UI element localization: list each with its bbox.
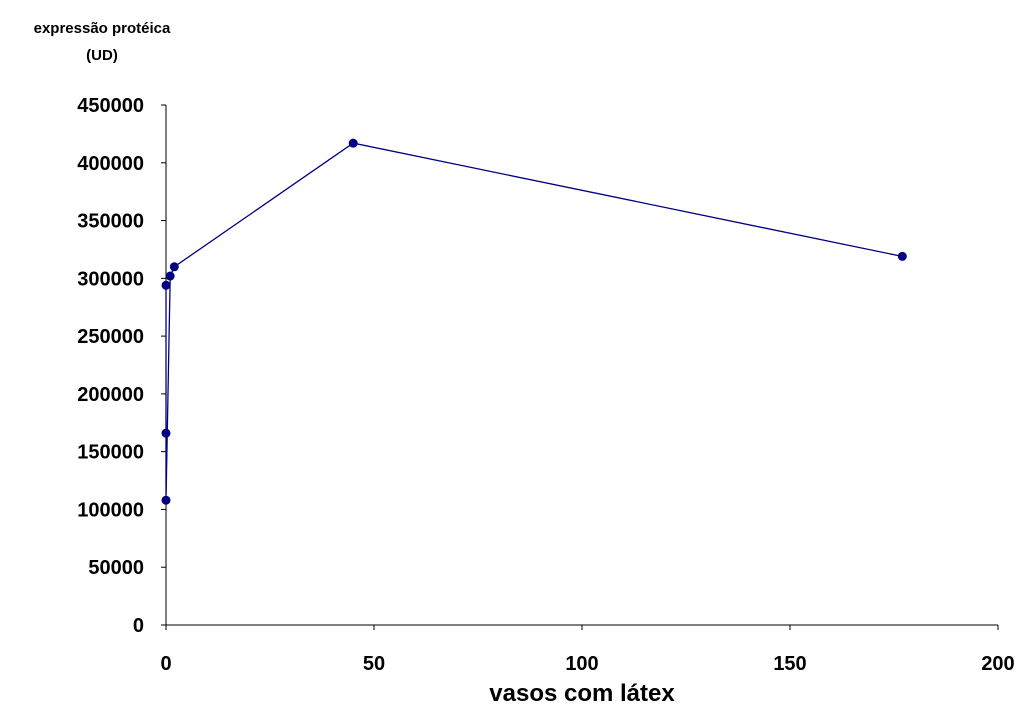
y-tick-label: 50000 (88, 557, 144, 579)
data-point (161, 495, 171, 505)
x-tick-label: 50 (363, 653, 385, 675)
data-point (165, 271, 175, 281)
series-line (165, 142, 903, 501)
x-tick-label: 150 (773, 653, 806, 675)
y-ticks: 0 50000 100000 150000 200000 250000 300000 3500… (77, 95, 166, 637)
y-tick-label: 450000 (77, 95, 144, 117)
y-tick-label: 0 (133, 615, 144, 637)
y-tick-label: 150000 (77, 442, 144, 464)
y-tick-label: 200000 (77, 384, 144, 406)
y-tick-label: 350000 (77, 211, 144, 233)
y-tick-label: 250000 (77, 326, 144, 348)
y-tick-label: 100000 (77, 499, 144, 521)
y-axis-label-line-1: expressão protéica (34, 20, 171, 37)
data-point (897, 251, 907, 261)
data-point (348, 138, 358, 148)
x-tick-label: 0 (160, 653, 171, 675)
data-point (161, 280, 171, 290)
series-layer (161, 138, 907, 505)
x-ticks: 0 50 100 150 200 (160, 625, 1015, 675)
y-tick-label: 400000 (77, 153, 144, 175)
data-point (169, 262, 179, 272)
data-point (161, 428, 171, 438)
x-tick-label: 100 (565, 653, 598, 675)
x-axis-label: vasos com látex (489, 680, 675, 707)
y-tick-label: 300000 (77, 268, 144, 290)
x-tick-label: 200 (981, 653, 1014, 675)
y-axis-label-line-2: (UD) (86, 47, 118, 64)
